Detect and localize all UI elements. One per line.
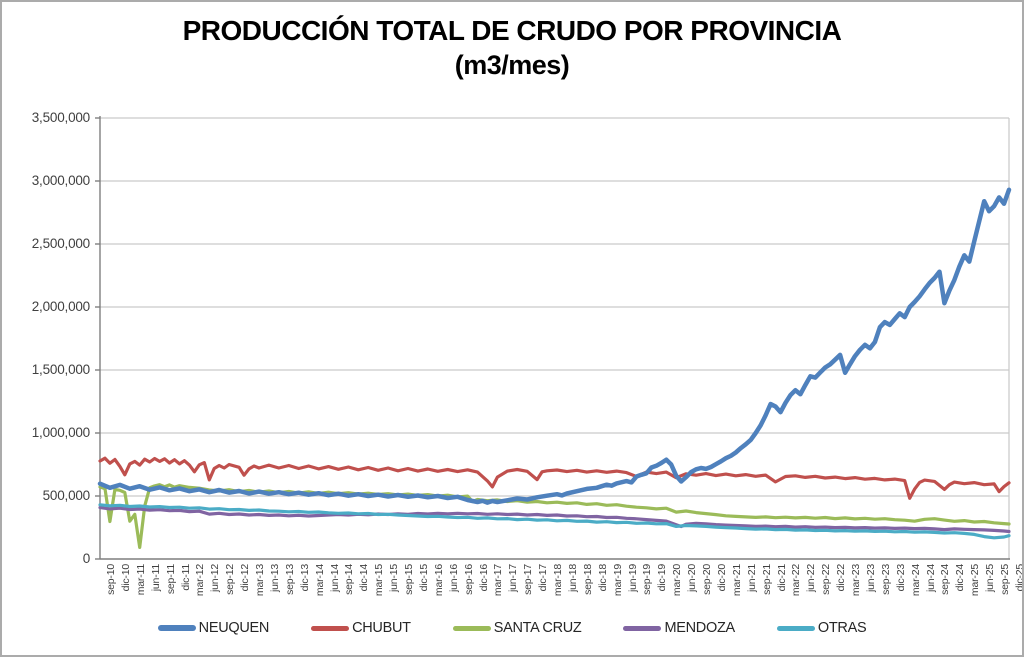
x-tick-label: sep-20 [701,564,714,595]
x-tick-label: sep-11 [164,564,177,595]
chart-title: PRODUCCIÓN TOTAL DE CRUDO POR PROVINCIA … [2,14,1022,82]
x-tick-label: sep-25 [999,564,1012,595]
legend-label: OTRAS [817,620,867,636]
series-line-chubut [98,456,1011,500]
legend-item-neuquen: NEUQUEN [157,620,270,636]
x-tick-label: jun-19 [626,564,639,592]
x-tick-label: jun-13 [268,564,281,592]
x-tick-label: mar-16 [432,564,445,597]
x-tick-label: sep-16 [462,564,475,595]
y-tick-label: 3,500,000 [31,110,90,125]
x-tick-label: jun-14 [328,564,341,592]
legend-marker-icon [776,625,815,631]
legend-marker-icon [157,625,196,631]
x-tick-label: dic-11 [179,564,192,591]
x-tick-label: sep-15 [403,564,416,595]
x-tick-label: jun-11 [149,564,162,592]
x-tick-label: mar-14 [313,564,326,597]
chart-title-units: (m3/mes) [454,50,570,80]
x-tick-label: dic-24 [954,564,967,592]
x-tick-label: dic-16 [477,564,490,592]
legend-label: NEUQUEN [198,620,270,636]
legend: NEUQUEN CHUBUT SANTA CRUZ MENDOZA OTRAS [2,620,1022,636]
x-tick-label: jun-21 [745,564,758,592]
y-tick-label: 2,500,000 [31,236,90,251]
x-tick-label: dic-15 [417,564,430,592]
x-tick-label: jun-18 [566,564,579,592]
x-tick-label: dic-10 [119,564,132,592]
series-line-mendoza [98,506,1011,534]
x-tick-label: mar-18 [552,564,565,597]
legend-item-otras: OTRAS [776,620,867,636]
x-tick-label: sep-23 [879,564,892,595]
x-tick-label: mar-12 [194,564,207,597]
y-tick-label: 0 [82,551,91,566]
x-tick-label: dic-21 [775,564,788,592]
x-tick-label: mar-24 [909,564,922,597]
x-tick-label: dic-12 [239,564,252,592]
x-tick-label: mar-21 [730,564,743,597]
x-tick-label: sep-17 [522,564,535,595]
x-tick-label: mar-13 [254,564,267,597]
legend-item-santa-cruz: SANTA CRUZ [452,620,582,636]
x-tick-label: mar-25 [969,564,982,597]
legend-item-mendoza: MENDOZA [623,620,735,636]
y-tick-label: 2,000,000 [31,299,90,314]
x-tick-label: jun-23 [864,564,877,592]
legend-label: CHUBUT [352,620,411,636]
x-tick-label: jun-15 [388,564,401,592]
x-tick-label: dic-23 [894,564,907,592]
legend-label: SANTA CRUZ [493,620,582,636]
x-tick-label: sep-21 [760,564,773,595]
chart-title-line1: PRODUCCIÓN TOTAL DE CRUDO POR PROVINCIA [182,15,842,46]
x-tick-label: mar-17 [492,564,505,597]
x-tick-label: jun-25 [984,564,997,592]
x-tick-label: jun-24 [924,564,937,592]
x-tick-label: mar-22 [790,564,803,597]
x-tick-label: dic-22 [835,564,848,592]
x-tick-label: jun-12 [209,564,222,592]
x-tick-label: dic-14 [358,564,371,592]
legend-marker-icon [452,625,491,631]
y-tick-label: 500,000 [42,488,91,503]
legend-marker-icon [623,625,662,631]
x-tick-label: sep-24 [939,564,952,595]
x-tick-label: mar-11 [134,564,147,596]
series-line-otras [98,503,1011,540]
legend-label: MENDOZA [664,620,735,636]
x-tick-label: dic-18 [596,564,609,592]
x-tick-label: jun-20 [686,564,699,592]
x-tick-label: mar-19 [611,564,624,597]
x-tick-label: mar-15 [373,564,386,597]
x-tick-label: sep-22 [820,564,833,595]
x-tick-label: sep-19 [641,564,654,595]
legend-marker-icon [311,625,350,631]
x-tick-label: dic-19 [656,564,669,592]
legend-item-chubut: CHUBUT [311,620,411,636]
series-line-neuquen [97,187,1012,505]
x-tick-label: sep-14 [343,564,356,595]
x-tick-label: jun-17 [507,564,520,592]
y-tick-label: 1,000,000 [31,425,90,440]
x-tick-label: dic-25 [1014,564,1024,592]
y-tick-label: 3,000,000 [31,173,90,188]
x-tick-label: mar-20 [671,564,684,597]
x-tick-label: sep-10 [105,564,117,595]
x-tick-label: sep-12 [224,564,237,595]
x-tick-label: jun-16 [447,564,460,592]
x-tick-label: dic-13 [298,564,311,592]
x-tick-label: sep-18 [581,564,594,595]
x-tick-label: dic-20 [715,564,728,592]
x-tick-label: mar-23 [850,564,863,597]
x-tick-label: dic-17 [537,564,550,592]
x-tick-label: jun-22 [805,564,818,592]
y-tick-label: 1,500,000 [31,362,90,377]
x-tick-label: sep-13 [283,564,296,595]
